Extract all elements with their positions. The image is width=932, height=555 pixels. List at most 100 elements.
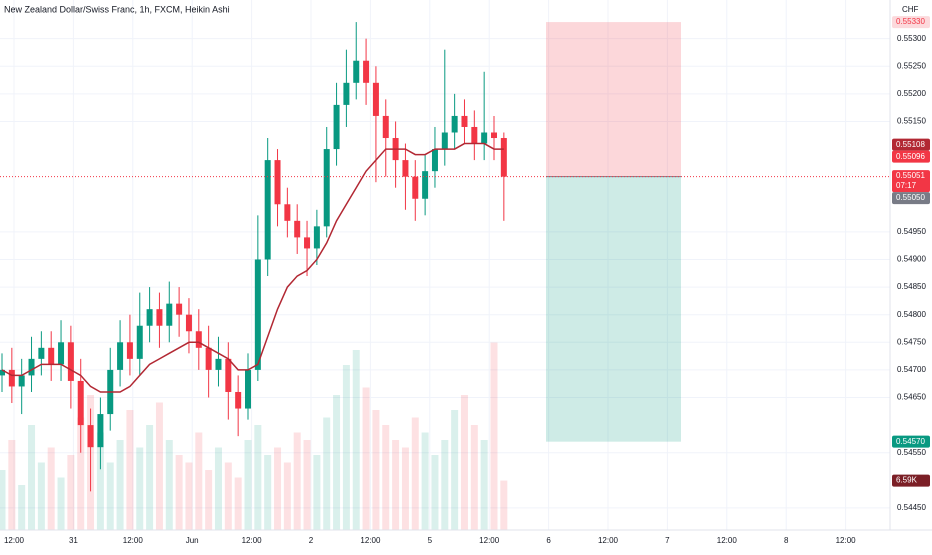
price-tag-label: 0.54570 [896,437,925,446]
x-tick-label: 12:00 [717,536,738,545]
volume-bar [352,350,360,530]
volume-bar [480,440,488,530]
candle-body [451,115,458,133]
candle-body [323,149,330,227]
candle-body [461,115,468,127]
x-tick-label: 2 [309,536,314,545]
price-tag [892,138,930,151]
candle-body [48,347,55,365]
candle-body [8,369,15,387]
volume-bar [500,480,508,530]
candle-body [491,132,497,139]
candle-body [225,358,232,392]
x-tick-label: 12:00 [123,536,144,545]
candle-body [254,259,261,370]
candle-body [117,342,124,370]
y-tick-label: 0.55150 [897,117,926,126]
x-tick-label: 12:00 [360,536,381,545]
price-tag-label: 0.55108 [896,140,925,149]
volume-bar [470,425,478,530]
volume-tag [892,474,930,487]
x-tick-label: 7 [665,536,670,545]
price-tag [892,170,930,193]
volume-bar [293,432,301,530]
candle-body [126,342,133,359]
y-tick-label: 0.54850 [897,282,926,291]
x-tick-label: 31 [69,536,78,545]
x-tick-label: 12:00 [836,536,857,545]
x-tick-label: 6 [546,536,551,545]
chart-title: New Zealand Dollar/Swiss Franc, 1h, FXCM… [4,4,230,14]
candle-body [0,369,5,376]
candle-body [28,358,35,376]
candle-body [274,160,281,205]
volume-bar [106,462,114,530]
candle-body [441,132,448,150]
candle-body [313,226,320,249]
volume-layer [0,342,508,530]
x-tick-label: 12:00 [242,536,263,545]
candle-body [353,60,360,83]
volume-bar [401,447,409,530]
y-tick-label: 0.54950 [897,227,926,236]
candle-body [87,425,94,448]
volume-bar [0,470,6,530]
candle-body [166,303,173,326]
volume-bar [313,455,321,530]
candle-body [146,309,153,326]
y-tick-label: 0.54450 [897,503,926,512]
volume-bar [205,470,213,530]
price-tag [892,192,930,205]
candle-body [176,303,183,315]
volume-bar [244,440,252,530]
currency: CHF [902,5,919,14]
volume-tag-label: 6.59K [896,476,918,485]
candle-body [18,375,25,387]
candle-body [382,115,389,139]
candle-body [284,204,291,221]
volume-bar [155,402,163,530]
price-tag-label: 0.55330 [896,17,925,26]
volume-bar [28,425,36,530]
y-tick-label: 0.54650 [897,393,926,402]
candle-body [333,104,340,150]
candle-body [422,171,429,199]
volume-bar [96,432,104,530]
volume-bar [421,432,429,530]
candle-body [402,160,409,177]
volume-bar [392,440,400,530]
volume-bar [372,410,380,530]
volume-bar [441,440,449,530]
volume-bar [411,417,419,530]
candle-body [136,325,143,359]
y-tick-label: 0.55250 [897,61,926,70]
volume-bar [126,410,134,530]
volume-bar [362,387,370,530]
volume-bar [323,417,331,530]
candle-body [343,82,350,105]
volume-bar [214,447,222,530]
y-tick-label: 0.54800 [897,310,926,319]
y-tick-label: 0.54750 [897,337,926,346]
candle-body [38,347,45,359]
price-tag-label: 0.55096 [896,152,925,161]
volume-bar [37,462,45,530]
volume-bar [185,462,193,530]
candle-body [431,149,438,172]
candle-body [363,60,370,83]
price-tag-label: 0.55051 [896,171,925,180]
candle-body [294,220,301,238]
candle-body [156,309,163,326]
candle-body [58,342,65,365]
candle-body [67,342,74,381]
volume-bar [224,462,232,530]
candle-layer [0,22,890,492]
moving-average [1,142,504,393]
volume-bar [8,440,16,530]
volume-bar [67,455,75,530]
volume-bar [431,455,439,530]
volume-bar [175,455,183,530]
price-tag-label: 0.55050 [896,193,925,202]
x-tick-label: 5 [428,536,433,545]
candle-body [235,391,242,409]
